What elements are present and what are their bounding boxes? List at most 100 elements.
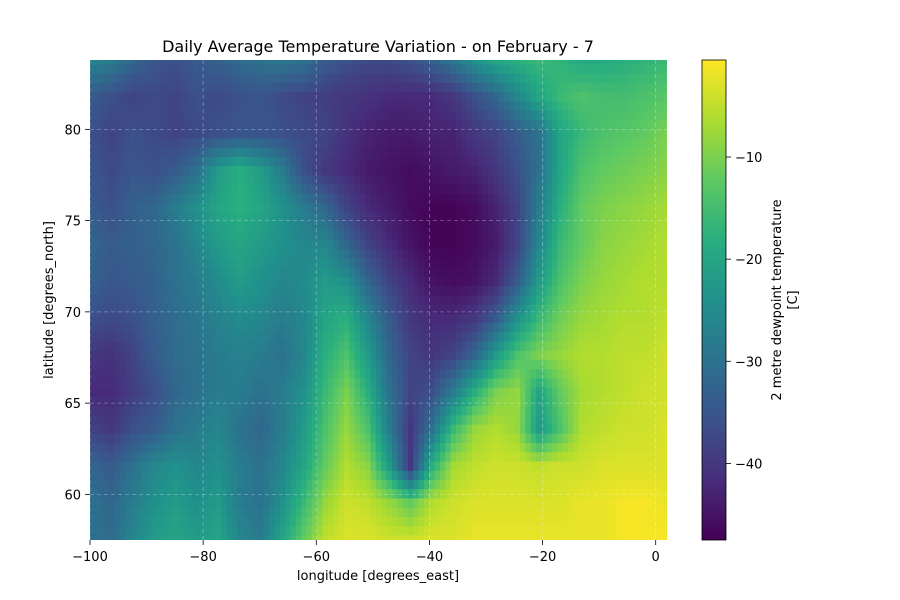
heatmap-cell — [90, 212, 94, 223]
heatmap-cell — [514, 443, 521, 453]
heatmap-cell — [252, 470, 259, 481]
heatmap-cell — [295, 64, 302, 75]
heatmap-cell — [605, 156, 612, 167]
heatmap-cell — [552, 443, 559, 453]
heatmap-cell — [349, 286, 356, 296]
heatmap-cell — [658, 406, 665, 416]
heatmap-cell — [386, 193, 393, 204]
heatmap-cell — [317, 313, 323, 324]
heatmap-cell — [391, 313, 398, 324]
heatmap-cell — [557, 323, 564, 333]
heatmap-cell — [333, 129, 340, 140]
heatmap-cell — [236, 470, 243, 481]
heatmap-cell — [568, 221, 575, 232]
heatmap-cell — [135, 304, 142, 315]
heatmap-cell — [242, 120, 249, 130]
heatmap-cell — [648, 129, 655, 140]
heatmap-cell — [653, 64, 660, 75]
heatmap-cell — [343, 424, 350, 435]
heatmap-cell — [183, 415, 190, 426]
heatmap-cell — [365, 433, 372, 444]
heatmap-cell — [199, 332, 206, 343]
heatmap-cell — [632, 92, 639, 103]
heatmap-cell — [632, 101, 639, 112]
heatmap-cell — [445, 101, 452, 112]
heatmap-cell — [119, 110, 126, 121]
heatmap-cell — [333, 461, 340, 472]
heatmap-cell — [108, 203, 115, 213]
heatmap-cell — [504, 92, 510, 103]
heatmap-cell — [413, 461, 420, 472]
heatmap-cell — [642, 415, 649, 426]
heatmap-cell — [98, 138, 104, 149]
heatmap-cell — [306, 221, 313, 232]
heatmap-cell — [274, 138, 281, 149]
heatmap-cell — [637, 387, 644, 398]
heatmap-cell — [359, 83, 366, 93]
heatmap-cell — [520, 258, 527, 269]
heatmap-cell — [236, 387, 243, 398]
heatmap-cell — [589, 184, 596, 195]
heatmap-cell — [124, 452, 131, 463]
heatmap-cell — [455, 415, 462, 426]
heatmap-cell — [274, 221, 281, 232]
heatmap-cell — [520, 323, 527, 333]
heatmap-cell — [488, 387, 494, 398]
heatmap-cell — [557, 452, 564, 463]
heatmap-cell — [146, 360, 153, 370]
heatmap-cell — [466, 60, 473, 66]
heatmap-cell — [514, 360, 521, 370]
heatmap-cell — [108, 120, 115, 130]
heatmap-cell — [397, 470, 404, 481]
heatmap-cell — [637, 258, 644, 269]
heatmap-cell — [568, 313, 575, 324]
heatmap-cell — [466, 240, 473, 250]
heatmap-cell — [98, 184, 104, 195]
heatmap-cell — [90, 378, 94, 389]
heatmap-cell — [151, 470, 158, 481]
heatmap-cell — [498, 230, 505, 241]
heatmap-cell — [349, 396, 356, 407]
heatmap-cell — [520, 267, 527, 278]
heatmap-cell — [210, 424, 217, 435]
heatmap-cell — [172, 147, 179, 158]
heatmap-cell — [188, 443, 195, 453]
heatmap-cell — [370, 443, 377, 453]
heatmap-cell — [541, 452, 548, 463]
heatmap-cell — [151, 452, 158, 463]
heatmap-cell — [472, 230, 478, 241]
heatmap-cell — [621, 193, 628, 204]
heatmap-cell — [493, 443, 500, 453]
heatmap-cell — [295, 406, 302, 416]
heatmap-cell — [439, 378, 446, 389]
heatmap-cell — [92, 249, 99, 260]
heatmap-cell — [573, 203, 580, 213]
heatmap-cell — [584, 212, 591, 223]
heatmap-cell — [268, 101, 275, 112]
heatmap-cell — [146, 166, 153, 176]
heatmap-cell — [498, 461, 505, 472]
heatmap-cell — [215, 249, 222, 260]
heatmap-cell — [92, 461, 99, 472]
heatmap-cell — [327, 406, 334, 416]
heatmap-cell — [626, 166, 633, 176]
heatmap-cell — [525, 138, 532, 149]
heatmap-cell — [279, 452, 286, 463]
heatmap-cell — [311, 147, 318, 158]
heatmap-cell — [648, 341, 655, 352]
heatmap-cell — [108, 424, 115, 435]
heatmap-cell — [130, 443, 137, 453]
heatmap-cell — [103, 73, 110, 84]
heatmap-cell — [584, 461, 591, 472]
heatmap-cell — [557, 92, 564, 103]
heatmap-cell — [130, 138, 137, 149]
heatmap-cell — [589, 221, 596, 232]
heatmap-cell — [445, 276, 452, 287]
heatmap-cell — [616, 406, 623, 416]
heatmap-cell — [397, 147, 404, 158]
heatmap-cell — [375, 101, 382, 112]
heatmap-cell — [114, 286, 120, 296]
heatmap-cell — [333, 276, 340, 287]
heatmap-cell — [536, 240, 543, 250]
heatmap-cell — [162, 452, 169, 463]
